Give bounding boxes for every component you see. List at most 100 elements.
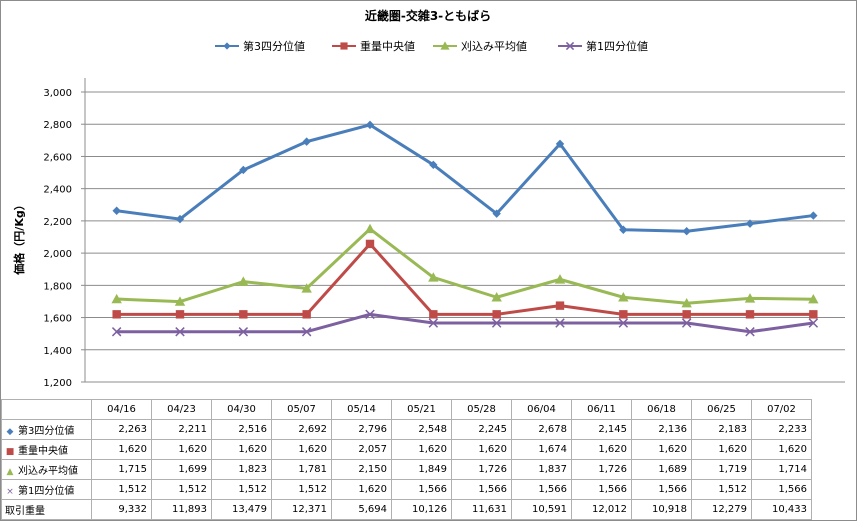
data-point <box>808 318 819 328</box>
data-point <box>239 165 248 175</box>
table-cell: 1,689 <box>631 459 692 480</box>
x-tick-label: 04/23 <box>151 399 212 420</box>
x-tick-label: 05/28 <box>451 399 512 420</box>
data-point <box>682 310 691 319</box>
series-line-2 <box>116 242 814 316</box>
table-square-icon: ■ <box>5 447 15 457</box>
table-cell: 1,620 <box>271 439 332 460</box>
y-tick-label: 1,600 <box>43 314 72 325</box>
legend-label-2: 重量中央値 <box>360 39 415 53</box>
table-cell: 1,726 <box>571 459 632 480</box>
table-cell: 1,566 <box>631 479 692 500</box>
data-point <box>492 310 501 319</box>
data-point <box>301 283 312 293</box>
table-cell: 2,145 <box>571 419 632 440</box>
table-cell: 10,591 <box>511 499 572 520</box>
table-cell: 1,620 <box>691 439 752 460</box>
y-tick-label: 2,200 <box>43 217 72 228</box>
x-tick-label: 06/18 <box>631 399 692 420</box>
data-point <box>175 214 185 224</box>
table-cell: 2,245 <box>451 419 512 440</box>
y-tick-label: 2,600 <box>43 152 72 163</box>
y-axis-label: 価格（円/Kg） <box>12 199 26 275</box>
data-point <box>365 239 375 249</box>
table-row: ■ 重量中央値 1,620 1,620 1,620 1,620 2,057 1,620 1,62… <box>1 439 812 460</box>
table-cell: 1,620 <box>751 439 812 460</box>
data-point <box>491 318 502 328</box>
table-row-header: 取引重量 <box>1 499 92 520</box>
data-point <box>429 310 438 319</box>
data-point <box>618 318 629 328</box>
data-point <box>682 227 691 236</box>
y-tick-label: 1,800 <box>43 281 72 292</box>
data-point <box>492 209 501 218</box>
series-line-4 <box>116 312 814 334</box>
table-cell: 12,012 <box>571 499 632 520</box>
y-tick-label: 3,000 <box>43 88 72 99</box>
data-point <box>619 225 628 234</box>
data-point <box>174 296 186 306</box>
table-cell: 2,796 <box>331 419 392 440</box>
data-point <box>555 301 565 310</box>
legend-label-1: 第3四分位値 <box>243 39 305 53</box>
table-row-label: 重量中央値 <box>18 446 68 457</box>
table-cell: 2,263 <box>91 419 152 440</box>
data-point <box>554 274 566 284</box>
data-point <box>555 139 565 149</box>
table-row: ▲ 刈込み平均値 1,715 1,699 1,823 1,781 2,150 1,849 1,7… <box>1 459 812 480</box>
table-cell: 1,620 <box>391 439 452 460</box>
data-point <box>491 292 502 302</box>
table-cell: 1,837 <box>511 459 572 480</box>
table-header-row: 04/16 04/23 04/30 05/07 05/14 05/21 05/28 06/04… <box>1 399 812 420</box>
table-cell: 1,512 <box>91 479 152 500</box>
data-point <box>364 223 376 234</box>
table-triangle-icon: ▲ <box>6 467 14 477</box>
x-tick-label: 06/25 <box>691 399 752 420</box>
table-cell: 2,150 <box>331 459 392 480</box>
table-cell: 1,566 <box>511 479 572 500</box>
table-cell: 5,694 <box>331 499 392 520</box>
table-cell: 1,781 <box>271 459 332 480</box>
data-point <box>175 327 185 337</box>
table-cell: 1,566 <box>751 479 812 500</box>
table-cell: 1,714 <box>751 459 812 480</box>
y-tick-label: 2,000 <box>43 249 72 260</box>
data-point <box>112 206 121 215</box>
table-cell: 1,566 <box>391 479 452 500</box>
y-tick-label: 2,800 <box>43 120 72 131</box>
data-point <box>745 327 755 337</box>
table-cell: 1,566 <box>451 479 512 500</box>
data-point <box>808 293 819 304</box>
table-row: 取引重量 9,332 11,893 13,479 12,371 5,694 10,126 11… <box>1 499 812 520</box>
table-cell: 2,136 <box>631 419 692 440</box>
data-table: 04/16 04/23 04/30 05/07 05/14 05/21 05/28 06/04… <box>1 399 812 520</box>
data-point <box>365 120 375 130</box>
data-point <box>365 309 375 320</box>
table-cell: 1,620 <box>151 439 212 460</box>
legend-label-3: 刈込み平均値 <box>461 40 527 53</box>
table-cell: 12,279 <box>691 499 752 520</box>
table-cell: 1,620 <box>211 439 272 460</box>
table-corner-cell <box>1 399 92 420</box>
table-cell: 1,699 <box>151 459 212 480</box>
table-cell: 2,211 <box>151 419 212 440</box>
data-point <box>744 293 756 303</box>
series-line-3 <box>116 227 814 305</box>
table-cell: 2,057 <box>331 439 392 460</box>
legend-marker-2 <box>340 42 348 50</box>
y-tick-label: 1,400 <box>43 346 72 357</box>
table-cell: 1,512 <box>691 479 752 500</box>
x-tick-label: 04/30 <box>211 399 272 420</box>
data-point <box>619 310 628 319</box>
table-cell: 1,726 <box>451 459 512 480</box>
x-tick-label: 05/14 <box>331 399 392 420</box>
chart-title: 近畿圏-交雑3-ともばら <box>365 8 491 23</box>
table-cell: 2,516 <box>211 419 272 440</box>
table-cell: 1,823 <box>211 459 272 480</box>
data-point <box>239 310 248 319</box>
table-cell: 1,715 <box>91 459 152 480</box>
table-cell: 2,183 <box>691 419 752 440</box>
table-cell: 1,719 <box>691 459 752 480</box>
table-diamond-icon: ◆ <box>6 427 14 437</box>
